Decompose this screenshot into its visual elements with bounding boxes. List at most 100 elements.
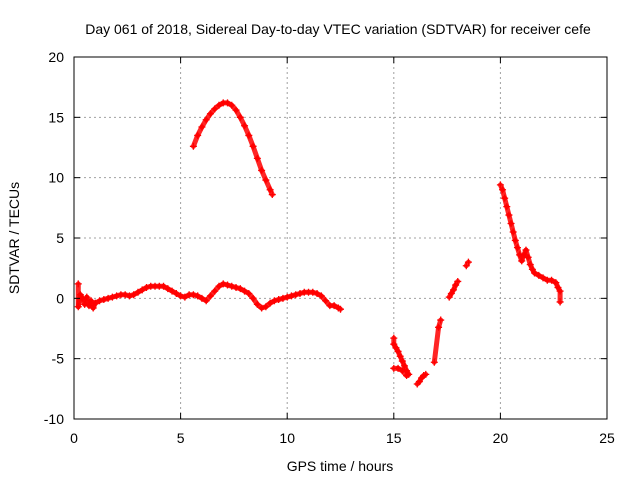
data-point [87,297,95,305]
data-point [464,258,472,266]
data-point [313,290,321,298]
data-point [279,294,287,302]
data-point [262,176,270,184]
data-point [437,316,445,324]
data-point [215,101,223,109]
data-point [507,220,515,228]
data-point [403,372,411,380]
data-point [104,294,112,302]
data-point [454,277,462,285]
data-point [275,296,283,304]
data-point [398,367,406,375]
data-point [121,291,129,299]
x-tick-label: 25 [599,430,615,446]
data-point [194,292,202,300]
data-point [394,347,402,355]
data-point [253,154,261,162]
data-point [449,286,457,294]
data-point [330,302,338,310]
data-point [511,236,519,244]
data-point [435,323,443,331]
data-point [79,294,87,302]
data-point [245,290,253,298]
data-point [232,106,240,114]
data-point [100,296,108,304]
axis-ticks: 0 5 10 15 20 25 -10 -5 0 5 10 15 20 [44,49,615,446]
data-point [503,203,511,211]
data-points [74,99,564,388]
y-tick-label: -5 [52,351,65,367]
data-point [526,261,534,269]
data-point [89,304,97,312]
data-point [552,279,560,287]
data-point [556,287,564,295]
data-point [113,292,121,300]
data-point [83,293,91,301]
data-point [160,282,168,290]
data-point [134,288,142,296]
data-point [224,99,232,107]
data-point [496,181,504,189]
data-point [219,280,227,288]
data-point [108,293,116,301]
data-point [292,291,300,299]
data-point [211,287,219,295]
y-axis-label: SDTVAR / TECUs [6,182,22,294]
x-tick-label: 5 [177,430,185,446]
data-point [266,299,274,307]
data-point [309,288,317,296]
x-tick-label: 20 [493,430,509,446]
data-point [520,251,528,259]
data-point [518,257,526,265]
y-tick-label: -10 [44,411,64,427]
data-point [524,253,532,261]
data-point [337,305,344,313]
data-point [556,298,564,306]
data-point [249,294,257,302]
data-point [528,265,536,273]
data-point [228,101,236,109]
data-point [181,293,189,301]
data-point [81,300,89,308]
series-trace [431,324,442,365]
data-point [189,291,197,299]
y-tick-label: 5 [56,230,64,246]
data-point [554,283,562,291]
data-point [76,291,84,299]
dip-arc-series [390,258,472,388]
data-point [445,293,453,301]
data-point [501,194,509,202]
data-point [194,131,202,139]
grid-lines [74,57,607,419]
data-point [283,293,291,301]
data-point [85,302,93,310]
data-point [447,290,455,298]
data-point [509,228,517,236]
data-point [452,281,460,289]
data-point [396,352,404,360]
data-point [390,334,398,342]
data-point [96,297,104,305]
data-point [206,110,214,118]
data-point [202,297,210,305]
data-point [211,105,219,113]
data-point [125,292,133,300]
data-point [74,303,82,311]
data-point [513,244,521,252]
data-point [202,116,210,124]
data-point [91,299,99,307]
data-point [232,283,240,291]
late-arc-series [496,181,564,306]
data-point [168,287,176,295]
data-point [224,281,232,289]
x-tick-label: 0 [70,430,78,446]
data-point [262,303,270,311]
data-point [189,142,197,150]
data-point [142,283,150,291]
data-point [400,362,408,370]
data-point [499,186,507,194]
data-point [422,370,430,378]
data-point [74,280,82,288]
data-point [266,186,274,194]
